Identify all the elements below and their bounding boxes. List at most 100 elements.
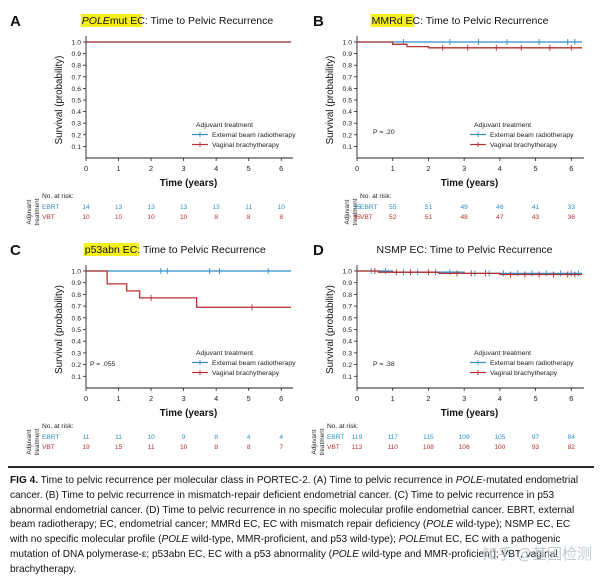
risk-row-label: VBT [42,444,55,451]
title-highlight-text: POLE [82,15,111,27]
panel-title: POLEmut EC: Time to Pelvic Recurrence [82,15,274,27]
risk-side-label: Adjuvant [311,429,318,454]
risk-count: 4 [279,434,283,441]
title-rest: : Time to Pelvic Recurrence [145,15,274,27]
panel-title: NSMP EC: Time to Pelvic Recurrence [376,244,552,256]
risk-count: 13 [180,204,188,211]
x-tick-label: 6 [279,164,283,173]
y-tick-label: 0.6 [72,86,82,93]
title-highlight [370,14,414,27]
legend-entry: Vaginal brachytherapy [212,142,280,149]
risk-count: 9 [182,434,186,441]
risk-table-title: No. at risk: [327,423,359,430]
panel-b: B MMRd EC: Time to Pelvic Recurrence 0.1 0.… [313,13,584,226]
caption-segment: mut EC, EC with a pathogenic mutation of… [10,534,561,560]
caption-segment: wild-type); NSMP EC, EC with no specific… [10,519,571,546]
y-tick-label: 0.7 [343,304,353,311]
caption-italic: POLE [426,519,454,531]
y-tick-label: 0.3 [72,121,82,128]
x-axis-label: Time (years) [160,408,218,419]
y-axis-label: Survival (probability) [325,56,336,145]
x-tick-label: 2 [426,394,430,403]
risk-row-label: EBRT [42,204,59,211]
y-axis-label: Survival (probability) [325,285,336,374]
panel-letter: C [10,242,21,259]
risk-count: 47 [496,214,504,221]
risk-count: 10 [180,444,188,451]
panel-letter: B [313,13,324,30]
figure-label: FIG 4. [10,475,39,486]
caption-italic: POLE [398,534,426,546]
x-tick-label: 0 [84,164,88,173]
x-tick-label: 0 [355,164,359,173]
risk-count: 8 [247,214,251,221]
y-tick-label: 1.0 [72,269,82,276]
risk-count: 8 [214,434,218,441]
panel-letter: D [313,242,324,259]
risk-count: 55 [353,214,361,221]
y-tick-label: 0.4 [72,109,82,116]
y-tick-label: 0.3 [343,350,353,357]
legend-title: Adjuvant treatment [474,122,531,129]
risk-count: 97 [532,434,540,441]
y-tick-label: 0.1 [72,374,82,381]
risk-count: 82 [568,444,576,451]
y-tick-label: 0.6 [72,315,82,322]
y-tick-label: 0.4 [72,339,82,346]
x-tick-label: 3 [182,394,186,403]
risk-count: 15 [115,444,123,451]
x-tick-label: 5 [247,164,251,173]
legend-title: Adjuvant treatment [196,350,253,357]
risk-count: 109 [459,434,470,441]
risk-count: 106 [459,444,470,451]
risk-count: 10 [147,214,155,221]
legend-entry: External beam radiotherapy [490,132,574,139]
risk-count: 33 [568,204,576,211]
y-tick-label: 0.7 [72,304,82,311]
risk-count: 105 [494,434,505,441]
risk-count: 8 [214,214,218,221]
risk-count: 8 [247,444,251,451]
title-highlight [80,14,142,27]
y-tick-label: 0.6 [343,315,353,322]
y-tick-label: 0.8 [72,292,82,299]
title-highlight [83,243,139,256]
figure-caption: FIG 4. Time to pelvic recurrence per mol… [10,474,590,578]
legend-entry: External beam radiotherapy [490,360,574,367]
risk-count: 19 [82,444,90,451]
risk-side-label: treatment [34,428,41,455]
y-tick-label: 0.5 [72,98,82,105]
panel-title: MMRd EC: Time to Pelvic Recurrence [372,15,549,27]
x-tick-label: 2 [149,164,153,173]
risk-count: 13 [147,204,155,211]
risk-count: 46 [496,204,504,211]
x-tick-label: 4 [214,394,218,403]
risk-count: 11 [148,444,155,451]
risk-side-label: Adjuvant [26,429,33,454]
caption-segment: wild-type, MMR-proficient, and p53 wild-… [188,534,399,546]
y-tick-label: 0.9 [72,280,82,287]
x-tick-label: 0 [84,394,88,403]
risk-count: 55 [353,204,361,211]
y-tick-label: 0.5 [343,327,353,334]
y-tick-label: 1.0 [343,269,353,276]
title-highlight-text: p53abn EC [85,244,138,256]
x-axis-label: Time (years) [441,178,499,189]
y-tick-label: 1.0 [343,40,353,47]
risk-count: 51 [425,204,433,211]
y-tick-label: 0.1 [72,144,82,151]
x-tick-label: 6 [569,164,573,173]
watermark: 知乎 @基因检测 [482,545,592,563]
y-tick-label: 0.3 [343,121,353,128]
risk-row-label: EBRT [360,204,377,211]
caption-italic: POLE [455,475,483,486]
caption-segment: Time to pelvic recurrence per molecular … [38,475,456,486]
caption-divider [8,466,594,468]
y-tick-label: 0.5 [72,327,82,334]
risk-count: 11 [115,434,122,441]
risk-table-title: No. at risk: [360,193,392,200]
risk-count: 10 [147,434,155,441]
y-tick-label: 0.8 [343,63,353,70]
x-tick-label: 2 [149,394,153,403]
risk-count: 115 [423,434,434,441]
